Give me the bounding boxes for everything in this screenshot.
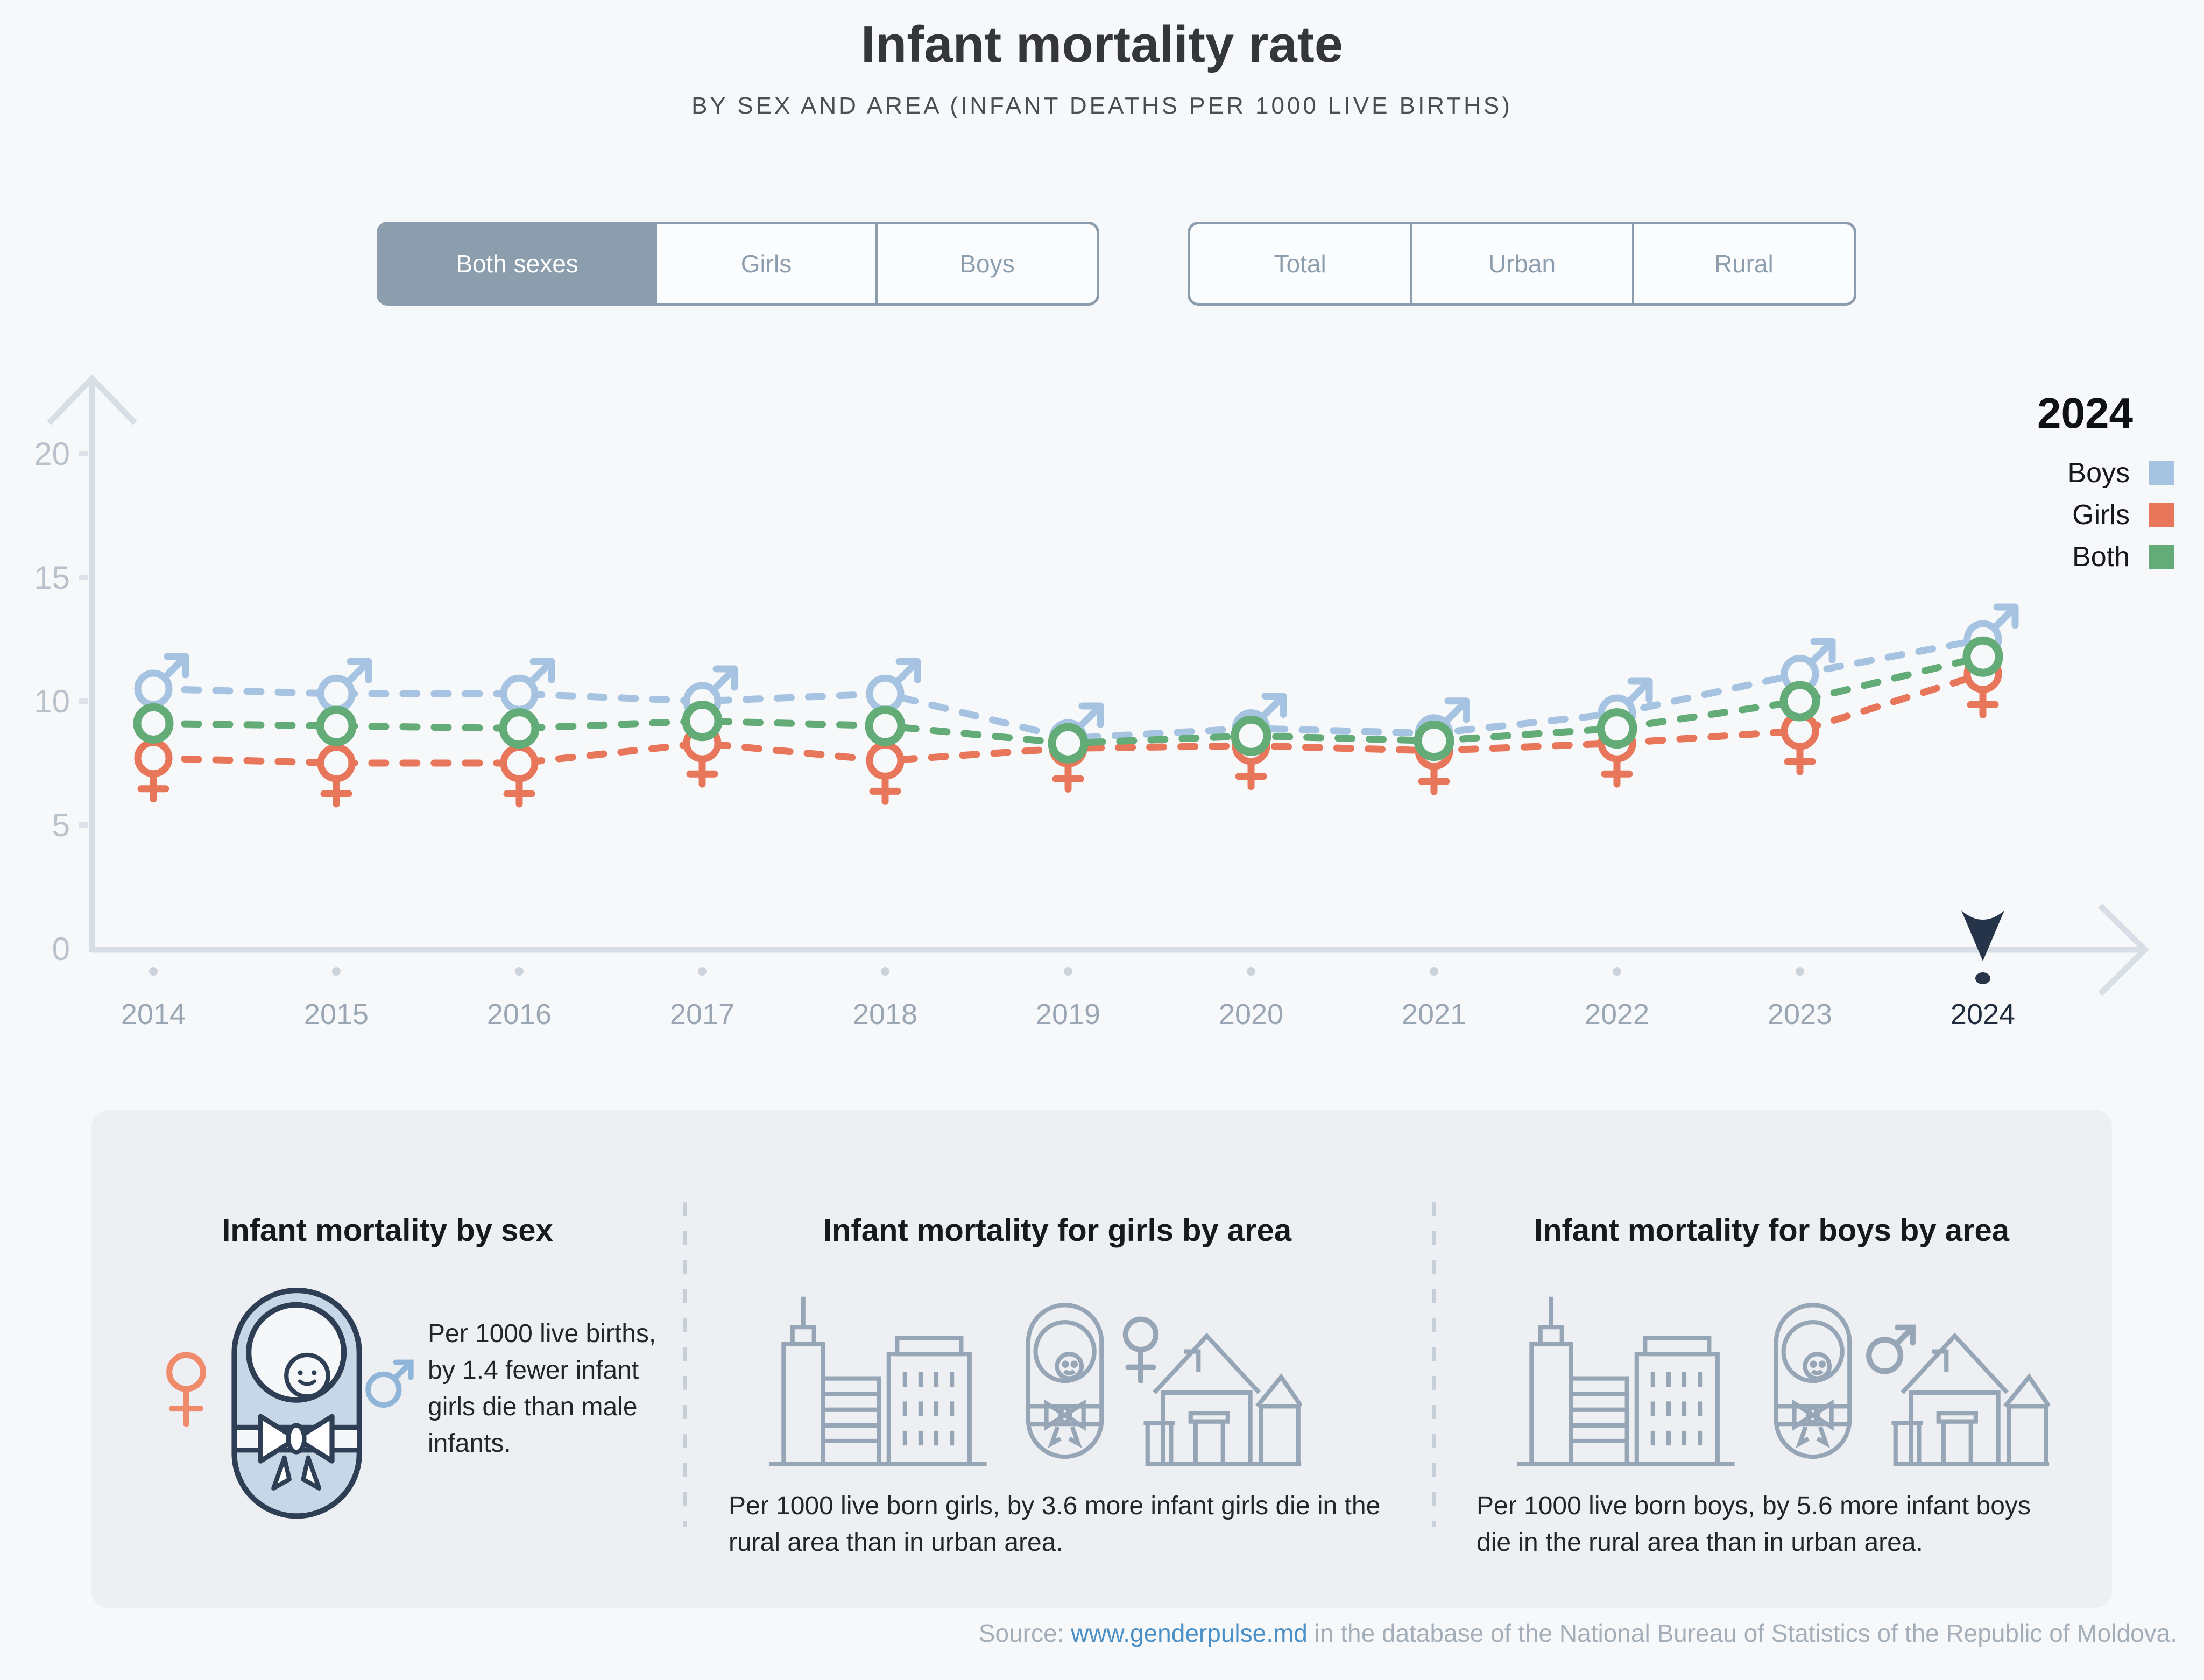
x-axis-year-2024[interactable]: 2024 (1951, 998, 2015, 1030)
x-axis-year-2015[interactable]: 2015 (304, 998, 369, 1030)
x-axis-year-2023[interactable]: 2023 (1768, 998, 1832, 1030)
page-title: Infant mortality rate (860, 16, 1344, 73)
year-dot (515, 967, 524, 976)
sex-toggle-group: Both sexes Girls Boys (377, 222, 1099, 306)
y-axis-label: 5 (52, 807, 70, 843)
toggle-urban[interactable]: Urban (1410, 224, 1631, 303)
insight-cards-panel: Infant mortality by sex (91, 1110, 2112, 1608)
selected-year-pointer[interactable] (1961, 910, 2004, 961)
x-axis-year-2016[interactable]: 2016 (487, 998, 552, 1030)
year-dot (1247, 967, 1255, 976)
y-tick (79, 451, 88, 456)
page-subtitle: BY SEX AND AREA (INFANT DEATHS PER 1000 … (691, 93, 1513, 119)
year-dot (1796, 967, 1804, 976)
card-title: Infant mortality for boys by area (1534, 1213, 2010, 1248)
card-divider (1432, 1202, 1436, 1527)
legend-item-boys: Boys (1996, 452, 2174, 494)
x-axis-year-2021[interactable]: 2021 (1402, 998, 1466, 1030)
year-dot (332, 967, 341, 976)
card-mortality-by-sex: Infant mortality by sex (91, 1110, 683, 1608)
y-tick (79, 575, 88, 580)
year-dot (1430, 967, 1438, 976)
year-dot (1064, 967, 1072, 976)
area-toggle-group: Total Urban Rural (1188, 222, 1856, 306)
source-suffix: in the database of the National Bureau o… (1307, 1619, 2177, 1647)
y-axis-label: 10 (34, 683, 70, 719)
legend-item-both: Both (1996, 536, 2174, 578)
chart-legend: 2024 Boys Girls Both (1996, 389, 2174, 578)
toggle-boys[interactable]: Boys (875, 224, 1097, 303)
line-chart: 0 5 10 15 20 2014 2015 2016 2017 2018 2019 2020 2021… (34, 374, 2149, 1030)
legend-year: 2024 (2037, 389, 2133, 437)
year-dot (698, 967, 707, 976)
x-axis-year-2022[interactable]: 2022 (1585, 998, 1649, 1030)
card-divider (683, 1202, 687, 1527)
card-text: Per 1000 live births, by 1.4 fewer infan… (428, 1319, 656, 1458)
toggle-rural[interactable]: Rural (1631, 224, 1854, 303)
card-text: Per 1000 live born girls, by 3.6 more in… (729, 1492, 1381, 1557)
legend-label: Girls (2072, 499, 2130, 531)
source-link[interactable]: www.genderpulse.md (1071, 1619, 1308, 1647)
y-axis-label: 15 (34, 560, 70, 596)
y-axis-label: 20 (34, 436, 70, 472)
urban-rural-boys-icon (1512, 1278, 2050, 1469)
toggle-total[interactable]: Total (1274, 250, 1326, 278)
y-tick (79, 698, 88, 704)
toggle-girls[interactable]: Girls (655, 224, 875, 303)
x-axis-year-2014[interactable]: 2014 (121, 998, 186, 1030)
card-text: Per 1000 live born boys, by 5.6 more inf… (1477, 1492, 2031, 1557)
x-axis-year-2017[interactable]: 2017 (670, 998, 734, 1030)
card-boys-by-area: Infant mortality for boys by area Per 10… (1431, 1110, 2112, 1608)
x-axis-year-2018[interactable]: 2018 (853, 998, 917, 1030)
legend-item-girls: Girls (1996, 494, 2174, 536)
toggle-both-sexes[interactable]: Both sexes (379, 224, 655, 303)
y-axis-label: 0 (52, 931, 70, 967)
legend-label: Both (2072, 541, 2130, 573)
both-color-swatch (2149, 545, 2174, 569)
legend-label: Boys (2067, 457, 2130, 489)
urban-rural-girls-icon (764, 1278, 1302, 1469)
year-dot (149, 967, 158, 976)
year-dot (1613, 967, 1621, 976)
x-axis-year-2019[interactable]: 2019 (1036, 998, 1100, 1030)
card-title: Infant mortality by sex (222, 1213, 553, 1248)
y-tick (79, 822, 88, 828)
year-dot (881, 967, 889, 976)
source-prefix: Source: (978, 1619, 1071, 1647)
x-axis-year-2020[interactable]: 2020 (1219, 998, 1283, 1030)
card-title: Infant mortality for girls by area (823, 1213, 1292, 1248)
girls-color-swatch (2149, 503, 2174, 527)
boys-color-swatch (2149, 461, 2174, 485)
baby-by-sex-icon (148, 1287, 428, 1519)
card-girls-by-area: Infant mortality for girls by area Per 1… (683, 1110, 1431, 1608)
source-line: Source: www.genderpulse.md in the databa… (0, 1619, 2177, 1648)
series-markers-both (133, 636, 2003, 764)
